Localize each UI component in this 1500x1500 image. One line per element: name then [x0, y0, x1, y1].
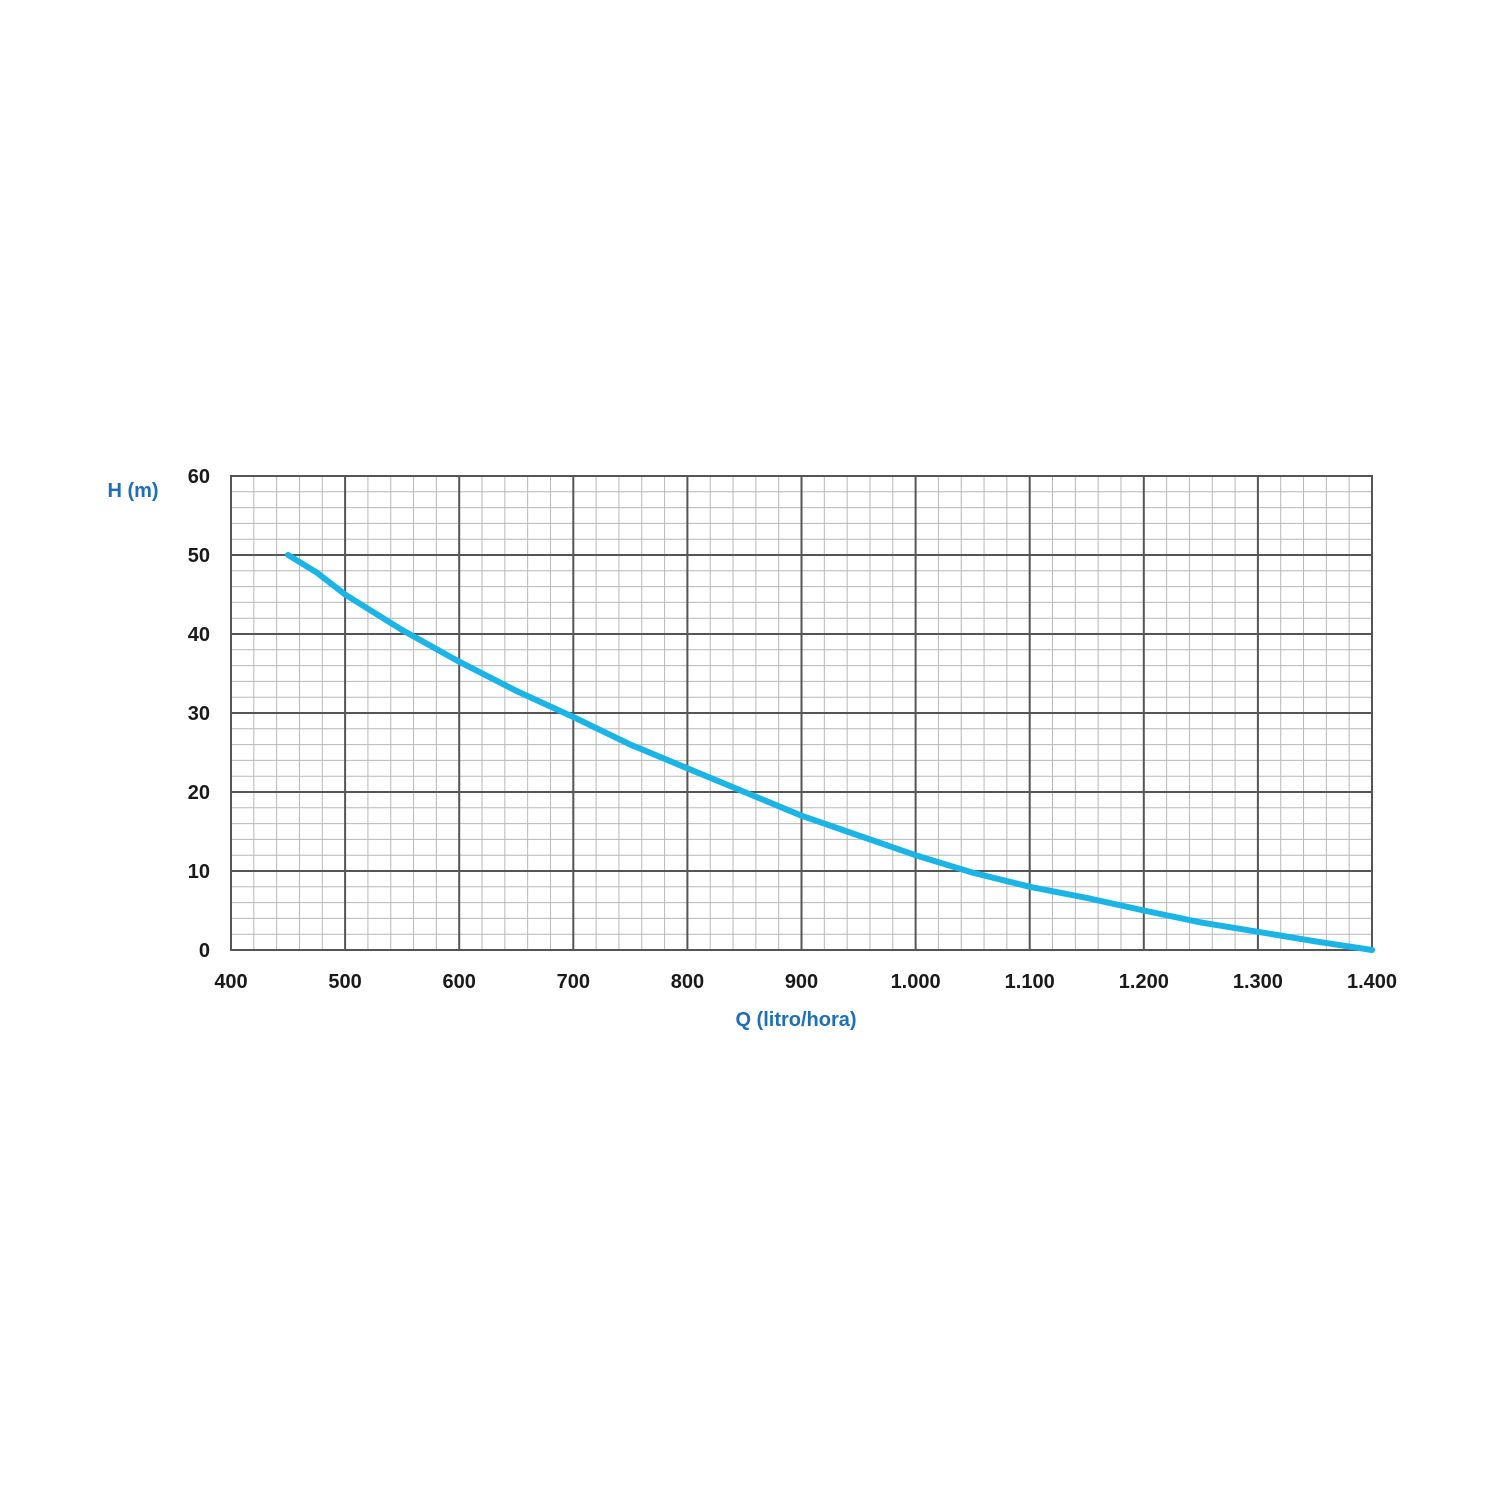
plot-frame — [230, 475, 1373, 951]
data-point — [741, 789, 748, 795]
y-tick-label: 20 — [188, 782, 210, 804]
y-tick-labels: 0 10 20 30 40 50 60 — [188, 466, 210, 962]
data-point — [1369, 947, 1375, 953]
data-point — [399, 627, 406, 634]
x-tick-label: 1.300 — [1233, 971, 1283, 993]
y-tick-label: 50 — [188, 545, 210, 567]
data-point — [855, 832, 862, 839]
x-tick-label: 700 — [557, 971, 590, 993]
x-tick-label: 1.200 — [1119, 971, 1169, 993]
data-point — [798, 812, 805, 819]
data-point — [1140, 907, 1147, 914]
x-tick-label: 400 — [214, 971, 247, 993]
data-point — [1197, 919, 1204, 926]
data-point — [1311, 938, 1318, 945]
y-tick-label: 0 — [199, 940, 210, 962]
y-tick-label: 30 — [188, 703, 210, 725]
y-tick-label: 10 — [188, 861, 210, 883]
data-point — [627, 741, 634, 748]
data-point — [513, 687, 520, 694]
x-tick-label: 600 — [443, 971, 476, 993]
x-tick-label: 1.000 — [891, 971, 941, 993]
data-point — [684, 765, 691, 772]
major-grid — [230, 475, 1373, 951]
x-tick-label: 900 — [785, 971, 818, 993]
data-point — [1083, 894, 1090, 901]
x-tick-label: 1.400 — [1347, 971, 1397, 993]
x-tick-labels: 400 500 600 700 800 900 1.000 1.100 1.200 1.300 1.… — [214, 971, 1397, 993]
data-point — [456, 658, 463, 665]
data-point — [285, 552, 292, 558]
data-point — [313, 569, 320, 576]
pump-curve-line — [285, 552, 1375, 953]
y-tick-label: 40 — [188, 624, 210, 646]
y-tick-label: 60 — [188, 466, 210, 488]
data-point — [912, 852, 919, 859]
data-point — [969, 869, 976, 876]
y-axis-title: H (m) — [107, 480, 158, 502]
x-tick-label: 800 — [671, 971, 704, 993]
data-point — [342, 591, 349, 598]
data-point — [1254, 928, 1261, 935]
x-tick-label: 1.100 — [1005, 971, 1055, 993]
series-layer — [285, 552, 1375, 953]
data-point — [1026, 883, 1033, 890]
data-point — [570, 713, 577, 720]
x-tick-label: 500 — [328, 971, 361, 993]
x-axis-title: Q (litro/hora) — [735, 1009, 856, 1031]
